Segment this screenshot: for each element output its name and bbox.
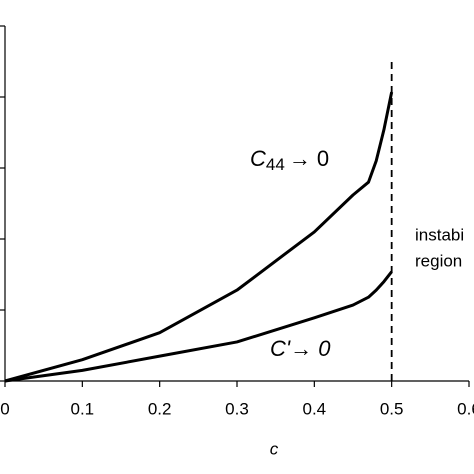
x-tick-label: 0.2 (148, 399, 172, 418)
series-line (4, 91, 394, 383)
annotation-main: C (250, 146, 266, 171)
annotation-cprime: C'→ 0 (270, 336, 331, 361)
x-tick-label: 0.6 (457, 399, 474, 418)
x-tick-label: 0.3 (225, 399, 249, 418)
annotation-c44: C44 → 0 (250, 146, 329, 175)
annotation-region: region (415, 251, 462, 270)
x-tick-label: 0.5 (380, 399, 404, 418)
annotation-rest: → 0 (289, 146, 329, 171)
annotation-sub: 44 (266, 155, 285, 174)
x-tick-label: 0.1 (71, 399, 95, 418)
x-axis-label: c (270, 439, 279, 458)
series-line (4, 270, 393, 383)
x-tick-label: 0.4 (303, 399, 327, 418)
x-tick-label: 0 (0, 399, 9, 418)
annotation-region: instabi (415, 225, 464, 244)
